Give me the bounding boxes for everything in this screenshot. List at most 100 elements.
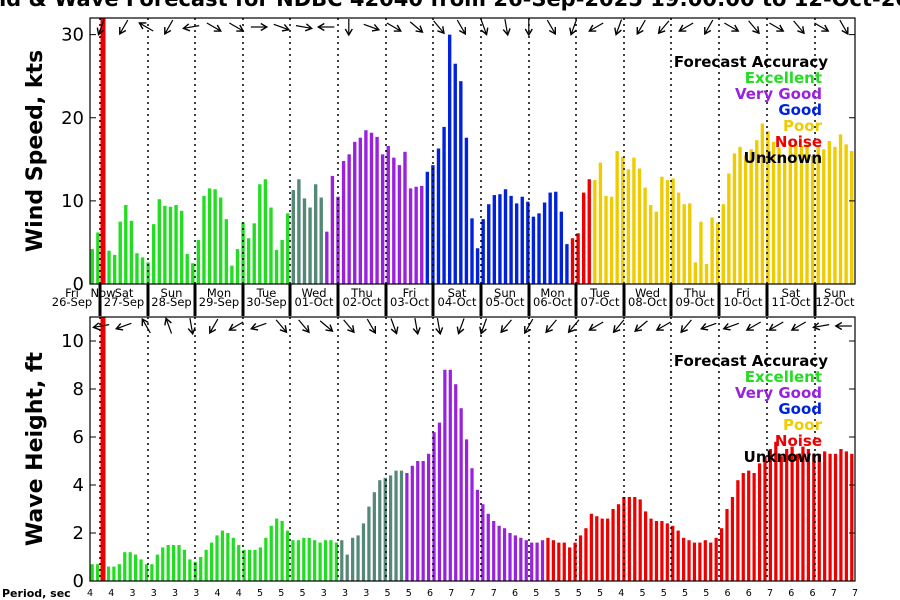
period-value: 5 bbox=[384, 588, 390, 599]
arrow-head bbox=[614, 27, 622, 36]
bar bbox=[207, 188, 212, 284]
bar bbox=[367, 506, 371, 581]
bar bbox=[725, 509, 729, 581]
now-label: Now bbox=[90, 286, 115, 300]
plot-frame bbox=[89, 316, 856, 582]
bar bbox=[710, 217, 714, 284]
direction-arrow bbox=[479, 318, 488, 335]
bar bbox=[777, 147, 781, 284]
legend-item: Excellent bbox=[745, 368, 822, 386]
bar bbox=[530, 542, 534, 581]
plot-frame bbox=[89, 17, 856, 285]
period-value: 6 bbox=[809, 588, 815, 599]
bar bbox=[822, 149, 826, 284]
bar bbox=[280, 239, 284, 284]
bar bbox=[163, 205, 167, 284]
direction-arrow bbox=[206, 22, 222, 32]
bar bbox=[252, 223, 256, 284]
bar bbox=[318, 542, 322, 581]
arrow-shaft bbox=[635, 320, 648, 331]
arrow-shaft bbox=[229, 22, 243, 32]
bar bbox=[688, 203, 692, 284]
period-value: 4 bbox=[236, 588, 242, 599]
arrow-head bbox=[368, 325, 377, 335]
direction-arrow bbox=[412, 318, 421, 336]
bar bbox=[568, 547, 572, 581]
legend-title: Forecast Accuracy bbox=[674, 53, 828, 71]
period-value: 3 bbox=[172, 588, 178, 599]
bar bbox=[795, 453, 800, 581]
bar bbox=[741, 473, 745, 581]
bar bbox=[258, 547, 263, 581]
direction-arrow bbox=[343, 319, 355, 334]
bar bbox=[235, 249, 240, 284]
arrow-shaft bbox=[117, 322, 132, 329]
arrow-head bbox=[412, 327, 421, 336]
arrow-shaft bbox=[189, 318, 194, 333]
bar bbox=[783, 156, 787, 284]
arrow-shaft bbox=[589, 22, 604, 32]
bar bbox=[347, 154, 351, 284]
direction-arrow bbox=[748, 20, 760, 35]
direction-arrow bbox=[790, 321, 807, 331]
period-value: 6 bbox=[746, 588, 752, 599]
direction-arrow bbox=[524, 19, 533, 37]
direction-arrow bbox=[141, 317, 151, 334]
arrow-head bbox=[752, 26, 760, 35]
bar bbox=[823, 451, 827, 581]
bar bbox=[587, 179, 591, 284]
bar bbox=[90, 564, 94, 581]
day-weekday-label: Thu bbox=[350, 286, 373, 300]
bar bbox=[291, 190, 295, 284]
bar bbox=[174, 205, 178, 284]
direction-arrow bbox=[636, 19, 646, 36]
bar bbox=[768, 449, 773, 581]
bar bbox=[274, 249, 279, 284]
bar bbox=[199, 557, 203, 581]
bar bbox=[692, 542, 697, 581]
bar bbox=[626, 169, 631, 284]
direction-arrow bbox=[768, 321, 784, 331]
bar bbox=[714, 537, 718, 581]
arrow-head bbox=[92, 322, 101, 331]
day-weekday-label: Thu bbox=[683, 286, 706, 300]
bar bbox=[649, 518, 653, 581]
bar bbox=[150, 564, 154, 581]
bar bbox=[459, 81, 463, 285]
direction-arrow bbox=[704, 19, 714, 36]
day-date-label: 09-Oct bbox=[676, 295, 715, 309]
bar bbox=[144, 564, 149, 581]
day-date-label: 04-Oct bbox=[438, 295, 477, 309]
arrow-head bbox=[548, 26, 557, 36]
bar bbox=[442, 126, 446, 284]
arrow-shaft bbox=[637, 19, 646, 34]
bar bbox=[519, 537, 523, 581]
bar bbox=[570, 238, 575, 284]
bar bbox=[524, 540, 528, 581]
bar bbox=[454, 384, 458, 581]
bar bbox=[475, 489, 480, 581]
arrow-shaft bbox=[343, 319, 354, 332]
day-date-label: 29-Sep bbox=[199, 295, 239, 309]
period-value: 4 bbox=[214, 588, 220, 599]
bar bbox=[226, 533, 230, 581]
bar bbox=[760, 123, 765, 284]
bar bbox=[291, 540, 295, 581]
bar bbox=[275, 518, 279, 581]
bar bbox=[345, 554, 349, 581]
wind-speed-panel: 0 10 20 30 Wind Speed, kts Forecast AccuracyE… bbox=[23, 17, 856, 316]
bar bbox=[492, 195, 497, 284]
period-value: 5 bbox=[278, 588, 284, 599]
day-date-label: 26-Sep bbox=[52, 295, 92, 309]
bar bbox=[112, 566, 116, 581]
direction-arrow bbox=[433, 20, 445, 35]
bar bbox=[196, 239, 201, 284]
day-weekday-label: Mon bbox=[540, 286, 564, 300]
arrow-head bbox=[502, 28, 511, 37]
bar bbox=[736, 480, 740, 581]
y-tick-label: 20 bbox=[61, 108, 84, 129]
bar bbox=[146, 262, 150, 284]
direction-arrow bbox=[502, 19, 511, 37]
period-value: 4 bbox=[108, 588, 114, 599]
